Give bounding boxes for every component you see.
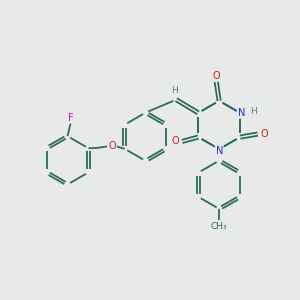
Text: O: O <box>109 141 116 151</box>
Text: H: H <box>250 107 257 116</box>
Text: O: O <box>172 136 179 146</box>
Text: N: N <box>238 108 245 118</box>
Text: O: O <box>260 129 268 139</box>
Text: O: O <box>212 71 220 81</box>
Text: F: F <box>68 112 73 123</box>
Text: H: H <box>171 86 178 95</box>
Text: N: N <box>215 146 223 156</box>
Text: CH₃: CH₃ <box>211 222 227 231</box>
